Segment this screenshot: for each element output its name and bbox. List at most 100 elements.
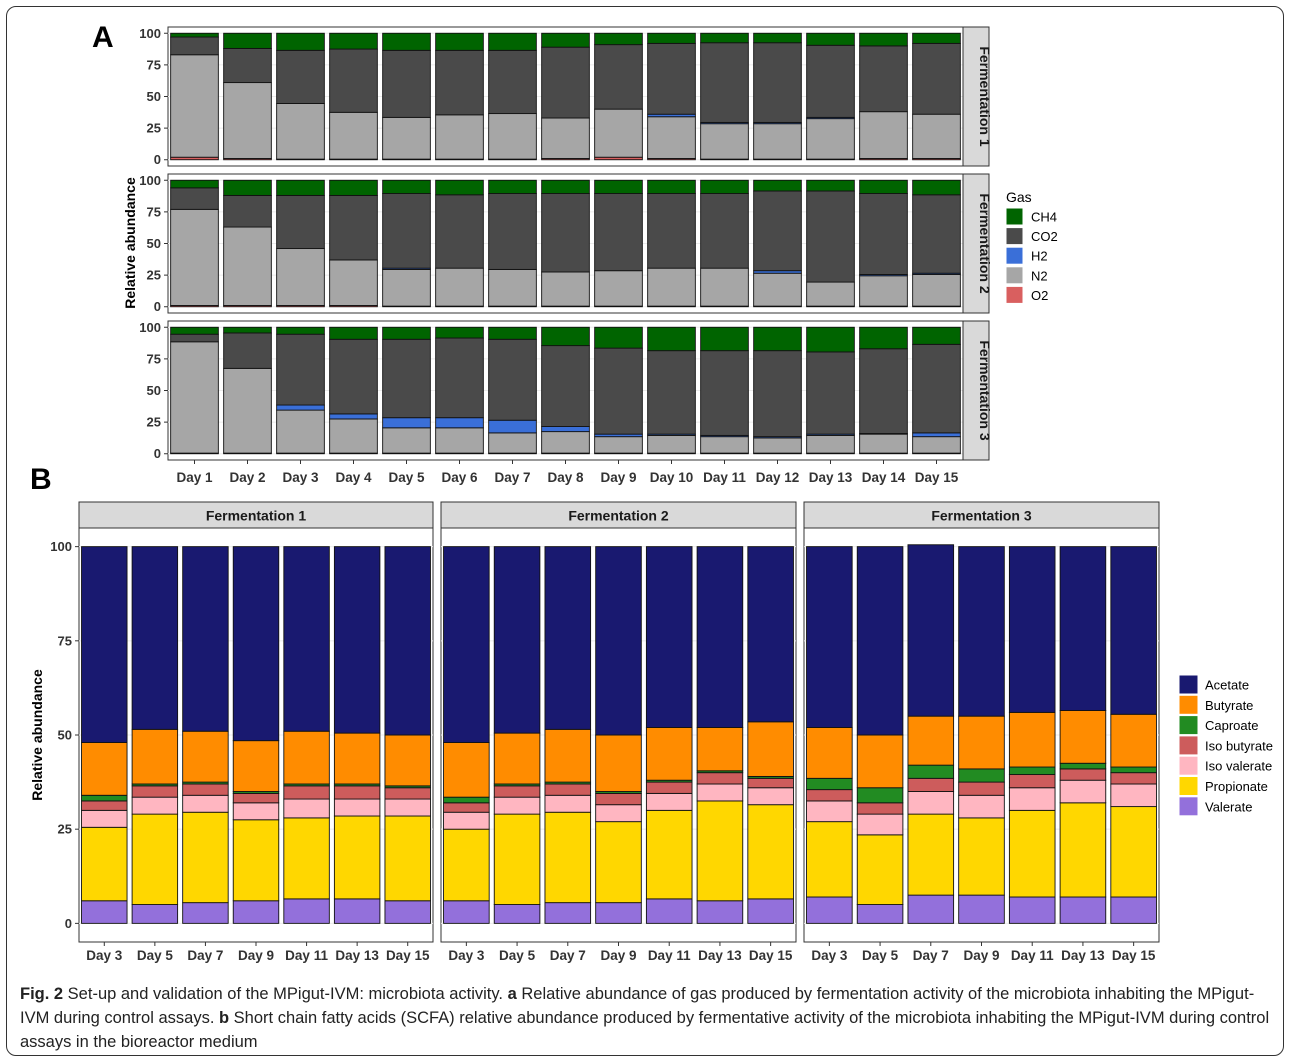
panel-a-bar-segment: [276, 248, 325, 306]
panel-a-bar-segment: [647, 42, 696, 115]
panel-a-bar-segment: [276, 179, 325, 196]
panel-b-legend-label: Acetate: [1205, 678, 1249, 693]
panel-b-bar-segment: [283, 730, 330, 785]
panel-b-bar-segment: [443, 828, 490, 902]
panel-b-bar-segment: [544, 902, 592, 924]
panel-b-bar-segment: [856, 904, 904, 924]
panel-a-y-tick-label: 25: [147, 121, 161, 136]
panel-a-bar-segment: [382, 193, 431, 269]
panel-b-bar-segment: [443, 811, 490, 830]
panel-b-bar-segment: [907, 544, 955, 717]
panel-b-bar-segment: [856, 834, 904, 905]
panel-a-bar-segment: [594, 436, 643, 454]
panel-a-legend-swatch: [1005, 285, 1024, 304]
panel-b-bar-segment: [595, 902, 642, 924]
panel-a-bar-segment: [276, 103, 325, 160]
panel-a-bar-segment: [700, 326, 749, 352]
panel-a-bar-segment: [276, 49, 325, 104]
panel-a-bar-segment: [806, 434, 855, 454]
panel-a-legend-swatch: [1005, 207, 1024, 226]
panel-a-bar-segment: [912, 194, 961, 274]
panel-b-bar-segment: [907, 764, 955, 779]
panel-a-bar-segment: [541, 271, 590, 307]
panel-a-bar-segment: [541, 326, 590, 347]
panel-b-x-tick-label: Day 7: [187, 948, 223, 963]
panel-b-facet-label: Fermentation 3: [931, 508, 1032, 524]
panel-b-bar-segment: [696, 783, 744, 802]
panel-a-bar-segment: [223, 32, 272, 49]
panel-a-bar-segment: [647, 267, 696, 307]
panel-b-bar-segment: [443, 796, 490, 804]
panel-a-bar-segment: [859, 348, 908, 434]
panel-b-bar-segment: [333, 546, 381, 734]
panel-a-bar-segment: [223, 367, 272, 454]
panel-b-bar-segment: [645, 898, 693, 924]
panel-b-bar-segment: [806, 727, 853, 779]
panel-a-bar-segment: [329, 48, 378, 113]
panel-b-bar-segment: [493, 904, 541, 924]
panel-b-bar-segment: [384, 798, 431, 817]
panel-b-bar-segment: [131, 546, 179, 730]
panel-a-bar-segment: [753, 190, 802, 272]
panel-a-legend-label: CH4: [1031, 210, 1057, 225]
panel-a-x-tick-label: Day 1: [176, 470, 213, 485]
panel-b-x-tick-label: Day 11: [648, 948, 691, 963]
panel-a-bar-segment: [541, 32, 590, 48]
panel-b-bar-segment: [81, 900, 128, 924]
panel-a-bar-segment: [806, 351, 855, 435]
panel-b-bar-segment: [232, 900, 280, 924]
panel-a-bar-segment: [329, 259, 378, 306]
panel-b-bar-segment: [1110, 772, 1157, 785]
panel-b-bar-segment: [232, 802, 280, 821]
panel-a-bar-segment: [488, 179, 537, 194]
panel-b-facet-label: Fermentation 1: [206, 508, 307, 524]
panel-a-bar-segment: [329, 32, 378, 50]
caption-text: Set-up and validation of the MPigut-IVM:…: [63, 985, 508, 1003]
panel-a-bar-segment: [488, 338, 537, 421]
panel-a-legend-label: CO2: [1031, 229, 1058, 244]
panel-a-bar-segment: [488, 432, 537, 454]
panel-b-x-tick-label: Day 9: [963, 948, 999, 963]
panel-b-bar-segment: [958, 781, 1005, 796]
panel-a-bar-segment: [170, 36, 219, 56]
panel-b-x-tick-label: Day 9: [238, 948, 274, 963]
caption-b-text: Short chain fatty acids (SCFA) relative …: [20, 1009, 1270, 1051]
panel-a-bar-segment: [541, 46, 590, 119]
panel-a-y-tick-label: 75: [147, 204, 161, 219]
panel-b-bar-segment: [1008, 809, 1056, 898]
panel-b-bar-segment: [747, 898, 794, 924]
panel-a-bar-segment: [382, 268, 431, 307]
panel-a-legend-label: H2: [1031, 249, 1048, 264]
panel-a-y-tick-label: 75: [147, 57, 161, 72]
panel-a-bar-segment: [541, 179, 590, 194]
panel-a-bar-segment: [382, 116, 431, 160]
panel-b-x-tick-label: Day 15: [749, 948, 793, 963]
panel-b-bar-segment: [1059, 896, 1107, 924]
panel-b-x-tick-label: Day 3: [86, 948, 123, 963]
panel-a-bar-segment: [806, 281, 855, 307]
panel-b-bar-segment: [493, 785, 541, 798]
panel-b-x-tick-label: Day 13: [1061, 948, 1105, 963]
panel-a-y-tick-label: 25: [147, 268, 161, 283]
panel-b-bar-segment: [384, 734, 431, 787]
panel-a-bar-segment: [223, 332, 272, 369]
panel-b-bar-segment: [1059, 710, 1107, 764]
panel-a-bar-segment: [170, 32, 219, 38]
panel-a-bar-segment: [912, 274, 961, 307]
figure-canvas: A 0 25 50 75 100 Fermentation 1 0 25 50 75 100 Ferme…: [29, 21, 1273, 963]
panel-b-bar-segment: [283, 546, 330, 732]
panel-b-bar-segment: [232, 792, 280, 804]
panel-b-legend-label: Butyrate: [1205, 698, 1253, 713]
panel-b-bar-segment: [1008, 787, 1056, 811]
panel-b-bar-segment: [493, 732, 541, 785]
panel-b-bar-segment: [131, 813, 179, 905]
panel-b-bar-segment: [595, 792, 642, 806]
panel-b-bar-segment: [747, 546, 794, 723]
panel-b-bar-segment: [958, 894, 1005, 924]
panel-a-bar-segment: [594, 326, 643, 349]
panel-a-bar-segment: [329, 179, 378, 196]
panel-a-bar-segment: [382, 326, 431, 340]
panel-a-legend-title: Gas: [1006, 189, 1032, 205]
panel-b-y-axis-title: Relative abundance: [29, 669, 45, 801]
panel-b-bar-segment: [806, 546, 853, 728]
